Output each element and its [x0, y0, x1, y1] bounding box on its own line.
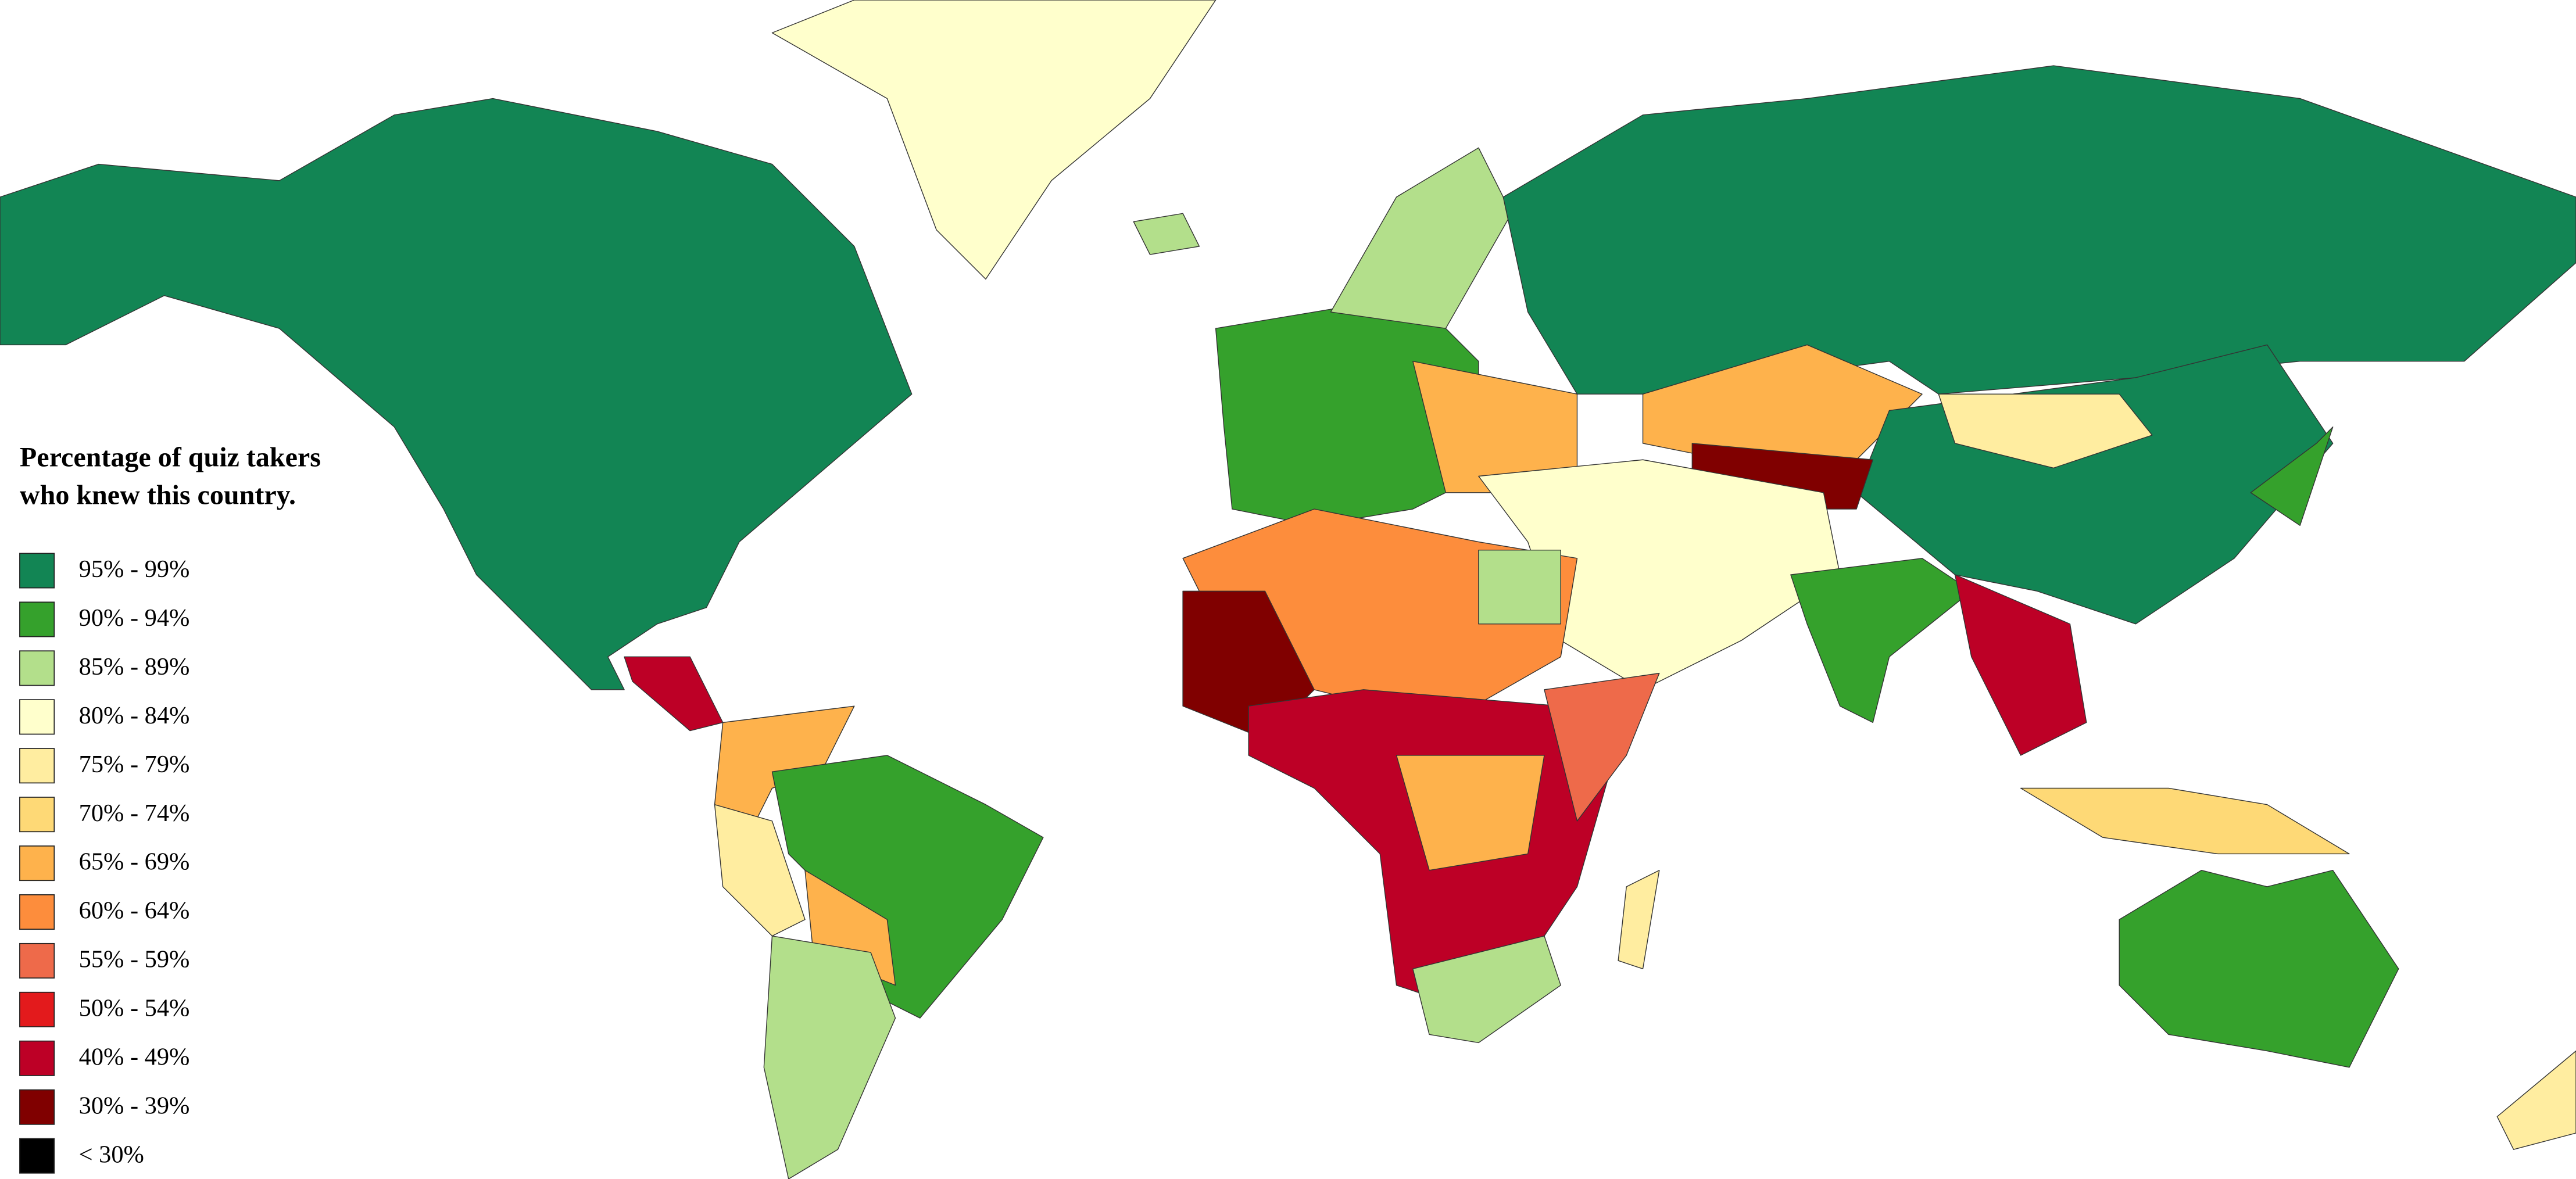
russia: [1502, 65, 2576, 395]
legend-label: 70% - 74%: [79, 800, 190, 827]
legend-swatch: [19, 553, 55, 589]
scandinavia: [1330, 147, 1512, 329]
southern-cone: [763, 936, 896, 1179]
legend-swatch: [19, 699, 55, 735]
legend: Percentage of quiz takers who knew this …: [19, 442, 321, 1174]
new-zealand: [2496, 1050, 2576, 1150]
horn-of-africa: [1544, 672, 1660, 822]
legend-label: 60% - 64%: [79, 897, 190, 924]
south-africa: [1412, 936, 1561, 1044]
iceland: [1133, 213, 1200, 255]
legend-label: 30% - 39%: [79, 1092, 190, 1119]
legend-swatch: [19, 748, 55, 784]
legend-label: 40% - 49%: [79, 1043, 190, 1070]
egypt: [1478, 549, 1561, 625]
mongolia: [1938, 393, 2153, 469]
central-america: [624, 656, 724, 732]
legend-swatch: [19, 1089, 55, 1125]
north-america: [0, 98, 913, 690]
australia: [2119, 870, 2399, 1068]
legend-swatch: [19, 894, 55, 930]
legend-label: 50% - 54%: [79, 995, 190, 1022]
legend-label: 80% - 84%: [79, 702, 190, 729]
legend-swatch: [19, 1040, 55, 1076]
legend-label: 55% - 59%: [79, 946, 190, 973]
madagascar: [1618, 870, 1660, 969]
india: [1790, 558, 1972, 723]
legend-label: 75% - 79%: [79, 751, 190, 778]
legend-label: 95% - 99%: [79, 556, 190, 583]
legend-swatch: [19, 991, 55, 1027]
legend-label: 85% - 89%: [79, 653, 190, 680]
greenland: [771, 0, 1217, 280]
legend-swatch: [19, 845, 55, 881]
legend-swatch: [19, 943, 55, 979]
legend-title: Percentage of quiz takers: [20, 442, 321, 473]
andes: [714, 804, 806, 937]
legend-label: < 30%: [79, 1141, 144, 1168]
legend-label: 65% - 69%: [79, 848, 190, 876]
legend-swatch: [19, 1138, 55, 1174]
japan: [2250, 427, 2334, 526]
southeast-asia: [1954, 574, 2087, 756]
congo: [1396, 755, 1545, 871]
legend-swatch: [19, 601, 55, 637]
legend-swatch: [19, 650, 55, 686]
legend-title: who knew this country.: [20, 480, 296, 511]
indonesia: [2020, 787, 2350, 855]
legend-swatch: [19, 797, 55, 833]
legend-label: 90% - 94%: [79, 604, 190, 632]
